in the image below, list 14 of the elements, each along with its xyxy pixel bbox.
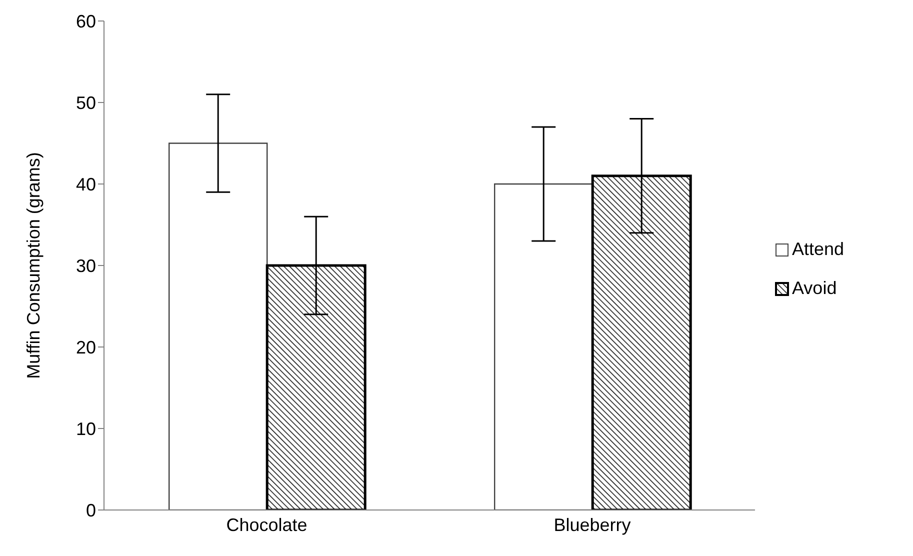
legend-label: Attend [792, 239, 844, 260]
x-tick-label: Chocolate [226, 514, 308, 535]
y-tick-label: 10 [76, 418, 96, 439]
bar [494, 183, 594, 510]
y-tick-label: 60 [76, 11, 96, 32]
y-tick-label: 30 [76, 256, 96, 276]
bar [168, 142, 268, 510]
y-tick-label: 0 [86, 500, 96, 520]
y-tick-label: 40 [76, 174, 96, 194]
y-tick-label: 50 [76, 92, 96, 113]
legend-label: Avoid [792, 278, 837, 299]
y-tick-label: 20 [76, 337, 96, 358]
y-axis-title: Muffin Consumption (grams) [23, 152, 44, 379]
x-tick-label: Blueberry [554, 514, 631, 535]
